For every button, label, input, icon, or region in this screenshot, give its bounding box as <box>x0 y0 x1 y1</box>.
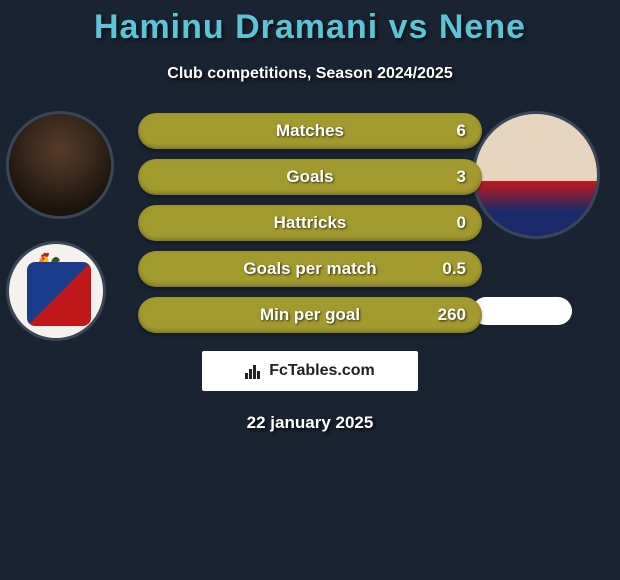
player-right-club-badge <box>472 297 572 325</box>
stat-label: Hattricks <box>274 213 347 233</box>
stat-row-goals-per-match: Goals per match 0.5 <box>138 251 482 287</box>
stat-label: Matches <box>276 121 344 141</box>
stat-right-value: 3 <box>457 167 466 187</box>
bar-chart-icon <box>245 363 265 379</box>
brand-box[interactable]: FcTables.com <box>202 351 418 391</box>
stat-right-value: 6 <box>457 121 466 141</box>
stats-column: Matches 6 Goals 3 Hattricks 0 Goals per … <box>138 111 482 333</box>
stat-right-value: 0 <box>457 213 466 233</box>
stat-label: Goals per match <box>243 259 376 279</box>
stat-right-value: 260 <box>438 305 466 325</box>
player-left-avatar <box>6 111 114 219</box>
player-left-column: 🐓 <box>6 111 114 341</box>
stat-row-matches: Matches 6 <box>138 113 482 149</box>
avatar-placeholder-icon <box>475 114 597 236</box>
avatar-placeholder-icon <box>9 114 111 216</box>
player-right-avatar <box>472 111 600 239</box>
comparison-area: 🐓 Matches 6 Goals 3 Hattricks 0 Goals pe… <box>0 111 620 333</box>
page-title: Haminu Dramani vs Nene <box>0 0 620 47</box>
stat-row-min-per-goal: Min per goal 260 <box>138 297 482 333</box>
stat-label: Min per goal <box>260 305 360 325</box>
player-left-club-badge: 🐓 <box>6 241 106 341</box>
stat-row-goals: Goals 3 <box>138 159 482 195</box>
brand-text: FcTables.com <box>269 362 375 380</box>
stat-row-hattricks: Hattricks 0 <box>138 205 482 241</box>
club-shield-icon <box>27 262 91 326</box>
subtitle: Club competitions, Season 2024/2025 <box>0 65 620 83</box>
stat-right-value: 0.5 <box>442 259 466 279</box>
player-right-column <box>472 111 600 325</box>
footer-date: 22 january 2025 <box>0 413 620 433</box>
stat-label: Goals <box>286 167 333 187</box>
